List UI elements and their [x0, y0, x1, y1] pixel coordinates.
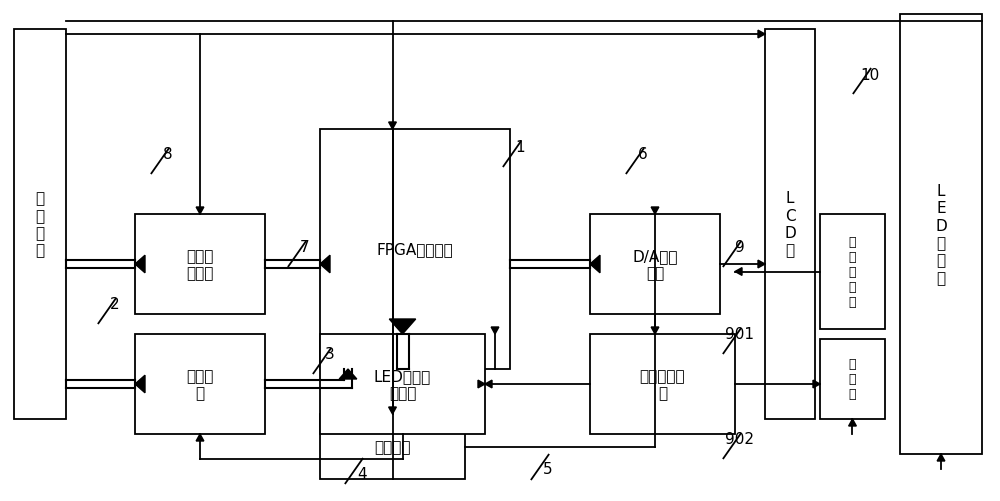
Text: 902: 902	[726, 432, 755, 446]
Bar	[590, 214, 720, 314]
Text: 1: 1	[515, 140, 525, 155]
Bar	[135, 214, 265, 314]
Text: 5: 5	[543, 461, 553, 476]
Bar	[820, 214, 885, 329]
Text: 9: 9	[735, 240, 745, 255]
Polygon shape	[135, 375, 145, 393]
Polygon shape	[491, 327, 499, 334]
Text: 接
口
插
件: 接 口 插 件	[35, 191, 45, 258]
Polygon shape	[389, 319, 416, 334]
Text: 电源模块: 电源模块	[374, 439, 411, 454]
Polygon shape	[651, 207, 659, 214]
Polygon shape	[320, 256, 330, 273]
Text: 温
度
传
感
器: 温 度 传 感 器	[849, 235, 856, 309]
Bar	[900, 15, 982, 454]
Bar	[590, 334, 735, 434]
Text: L
C
D
屏: L C D 屏	[784, 191, 796, 258]
Text: L
E
D
背
光
板: L E D 背 光 板	[935, 184, 947, 286]
Text: 视频解
码模块: 视频解 码模块	[186, 248, 214, 281]
Bar	[320, 334, 485, 434]
Polygon shape	[135, 256, 145, 273]
Polygon shape	[478, 380, 485, 388]
Polygon shape	[590, 256, 600, 273]
Polygon shape	[389, 123, 396, 130]
Text: 10: 10	[860, 67, 880, 82]
Text: D/A转化
模块: D/A转化 模块	[632, 248, 678, 281]
Text: 6: 6	[638, 147, 648, 162]
Polygon shape	[196, 434, 204, 441]
Polygon shape	[389, 407, 396, 414]
Polygon shape	[937, 454, 945, 461]
Bar	[320, 130, 510, 369]
Bar	[320, 414, 465, 479]
Text: 加
热
器: 加 热 器	[849, 358, 856, 401]
Text: 4: 4	[357, 466, 367, 481]
Bar	[765, 30, 815, 419]
Polygon shape	[735, 268, 742, 276]
Text: 加热控制模
块: 加热控制模 块	[640, 368, 685, 400]
Bar	[14, 30, 66, 419]
Text: 8: 8	[163, 147, 173, 162]
Polygon shape	[651, 327, 659, 334]
Polygon shape	[758, 31, 765, 39]
Text: 7: 7	[300, 240, 310, 255]
Text: 2: 2	[110, 297, 120, 312]
Polygon shape	[758, 261, 765, 269]
Polygon shape	[196, 207, 204, 214]
Bar	[135, 334, 265, 434]
Bar	[820, 339, 885, 419]
Text: LED背光驱
动模块: LED背光驱 动模块	[374, 368, 431, 400]
Text: 3: 3	[325, 347, 335, 362]
Polygon shape	[813, 380, 820, 388]
Polygon shape	[339, 369, 357, 379]
Polygon shape	[485, 380, 492, 388]
Text: 901: 901	[726, 327, 755, 342]
Text: FPGA控制模块: FPGA控制模块	[377, 242, 453, 257]
Text: 通讯模
块: 通讯模 块	[186, 368, 214, 400]
Polygon shape	[849, 419, 856, 426]
